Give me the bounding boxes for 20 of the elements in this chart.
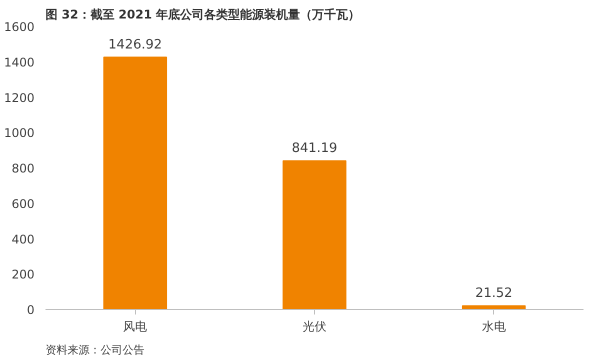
text: 资料来源：公司公告 <box>46 344 144 356</box>
y-tick-label: 1600 <box>4 20 35 34</box>
bar <box>282 160 346 310</box>
y-tick-label: 1000 <box>4 126 35 140</box>
y-tick-label: 1200 <box>4 90 35 105</box>
y-tick-label: 400 <box>12 232 34 246</box>
y-tick-label: 1400 <box>4 55 35 70</box>
chart-title: 图 32：截至 2021 年底公司各类型能源装机量（万千瓦） <box>46 8 360 22</box>
data-label: 841.19 <box>292 141 338 156</box>
y-tick-label: 0 <box>26 303 35 317</box>
data-label: 1426.92 <box>108 38 162 53</box>
y-tick-label: 600 <box>12 196 34 211</box>
bar <box>462 305 526 310</box>
x-tick-label: 水电 <box>482 320 506 334</box>
y-tick-label: 800 <box>12 162 34 176</box>
y-tick-label: 200 <box>12 268 34 282</box>
data-label: 21.52 <box>475 286 512 302</box>
x-tick-label: 光伏 <box>302 320 326 334</box>
x-tick-label: 风电 <box>123 320 148 334</box>
bar <box>103 56 168 310</box>
